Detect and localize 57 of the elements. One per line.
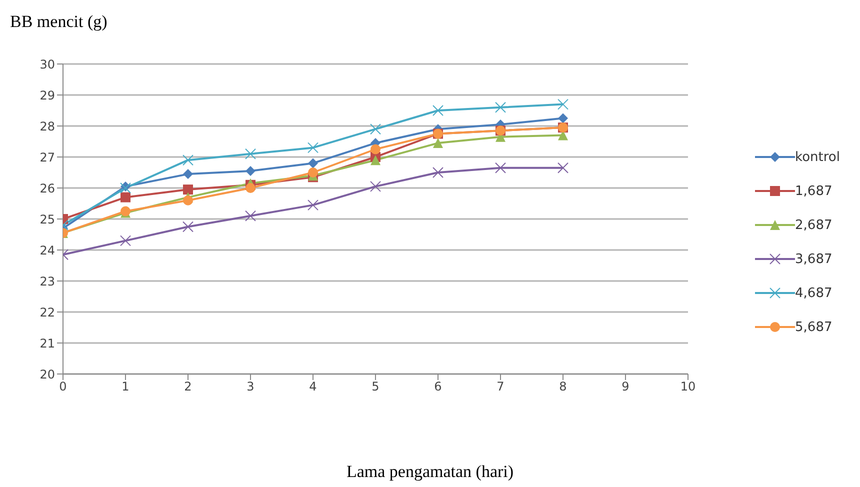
y-tick-label: 23 [40, 274, 55, 288]
point [495, 102, 506, 113]
legend-label: kontrol [795, 150, 840, 164]
point [433, 138, 443, 148]
legend-label: 1,687 [795, 184, 832, 198]
point [246, 166, 256, 176]
x-tick-label: 6 [434, 380, 442, 394]
point [370, 124, 381, 135]
point [308, 142, 318, 154]
legend-label: 4,687 [795, 286, 832, 300]
legend-label: 3,687 [795, 252, 832, 266]
point [245, 210, 256, 222]
point [246, 183, 256, 193]
point [558, 98, 568, 110]
x-tick-label: 4 [309, 380, 317, 394]
point [183, 169, 193, 180]
point [432, 167, 444, 178]
x-tick-label: 10 [680, 380, 696, 394]
x-tick-label: 1 [122, 380, 130, 394]
point [120, 235, 131, 246]
point [558, 162, 568, 174]
x-tick-label: 3 [246, 380, 254, 394]
point [183, 184, 193, 195]
point [495, 162, 506, 174]
y-tick-label: 20 [40, 367, 55, 382]
legend-label: 5,687 [795, 320, 832, 334]
point [120, 192, 130, 202]
y-axis-title: BB mencit (g) [10, 12, 108, 32]
y-tick-label: 25 [40, 212, 55, 226]
point [370, 180, 381, 192]
point [370, 155, 380, 166]
legend-label: 2,687 [795, 218, 832, 232]
point [182, 154, 194, 166]
x-tick-label: 0 [59, 380, 67, 394]
point [308, 158, 318, 168]
x-tick-label: 7 [496, 380, 504, 394]
x-axis-title: Lama pengamatan (hari) [345, 462, 515, 482]
point [308, 168, 318, 178]
x-tick-label: 5 [372, 380, 380, 394]
x-tick-label: 9 [622, 380, 630, 394]
point [558, 113, 568, 124]
x-tick-label: 2 [184, 380, 192, 394]
y-tick-label: 22 [40, 305, 55, 320]
x-tick-label: 8 [559, 380, 567, 394]
point [432, 105, 444, 116]
y-tick-label: 28 [40, 119, 55, 134]
point [183, 195, 193, 206]
y-tick-label: 29 [40, 88, 55, 102]
point [308, 200, 318, 211]
y-tick-label: 30 [40, 57, 55, 72]
y-tick-label: 27 [40, 150, 55, 164]
y-tick-label: 24 [40, 243, 55, 258]
y-tick-label: 21 [40, 336, 55, 350]
y-tick-label: 26 [40, 181, 55, 196]
point [245, 148, 256, 160]
point [370, 144, 380, 154]
point [182, 221, 194, 232]
